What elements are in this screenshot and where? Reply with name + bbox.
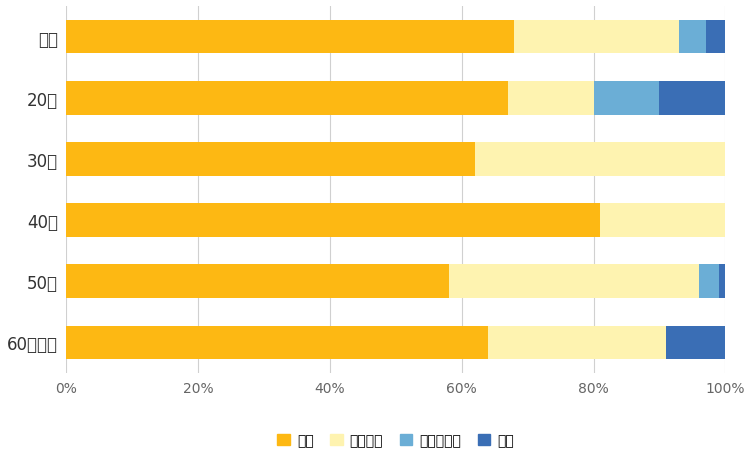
Bar	[679, 20, 705, 54]
Bar	[66, 326, 488, 359]
Bar	[660, 82, 726, 115]
Bar	[593, 82, 660, 115]
Bar	[699, 265, 719, 298]
Bar	[705, 20, 726, 54]
Bar	[719, 265, 726, 298]
Bar	[488, 326, 666, 359]
Bar	[475, 143, 726, 176]
Bar	[66, 204, 600, 238]
Bar	[600, 204, 726, 238]
Bar	[508, 82, 593, 115]
Bar	[66, 265, 448, 298]
Bar	[66, 82, 508, 115]
Bar	[66, 20, 514, 54]
Bar	[666, 326, 726, 359]
Legend: ある, ややある, あまりない, ない: ある, ややある, あまりない, ない	[272, 428, 520, 453]
Bar	[448, 265, 699, 298]
Bar	[66, 143, 475, 176]
Bar	[514, 20, 679, 54]
